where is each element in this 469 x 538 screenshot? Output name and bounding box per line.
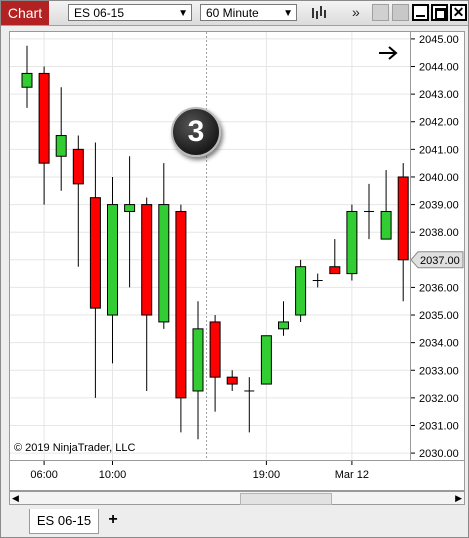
- candle-up: [55, 135, 67, 157]
- scroll-right-icon[interactable]: ▶: [455, 493, 462, 503]
- candle-up: [260, 335, 272, 385]
- candle-down: [141, 204, 153, 316]
- candle-up: [346, 210, 358, 275]
- tab-bar: ES 06-15 +: [1, 507, 468, 537]
- close-icon[interactable]: ✕: [450, 4, 467, 21]
- horizontal-scrollbar[interactable]: ◀ ▶: [9, 491, 465, 505]
- interval-value: 60 Minute: [206, 6, 259, 20]
- badge-number: 3: [187, 115, 205, 148]
- candle-up: [295, 266, 307, 316]
- candle-down: [209, 321, 221, 378]
- candle-up: [158, 204, 170, 323]
- scrollbar-thumb[interactable]: [240, 493, 332, 505]
- y-tick-label: 2040.00: [419, 172, 459, 184]
- y-tick-label: 2030.00: [419, 448, 459, 460]
- y-tick-label: 2042.00: [419, 117, 459, 129]
- time-axis-svg: 06:00 10:00 19:00 Mar 12: [30, 461, 369, 481]
- window-option-icon[interactable]: [372, 4, 389, 21]
- candle-down: [175, 210, 187, 399]
- arrow-right-icon[interactable]: [377, 45, 399, 61]
- y-tick-label: 2041.00: [419, 144, 459, 156]
- chart-title-tab[interactable]: Chart: [1, 1, 49, 25]
- last-price-label: 2037.00: [420, 255, 460, 267]
- candle-up: [380, 210, 392, 240]
- y-tick-label: 2032.00: [419, 393, 459, 405]
- y-tick-label: 2034.00: [419, 338, 459, 350]
- candle-down: [397, 176, 409, 261]
- x-tick-label: 06:00: [30, 469, 58, 481]
- price-chart-panel[interactable]: © 2019 NinjaTrader, LLC 3: [9, 31, 411, 461]
- instrument-value: ES 06-15: [74, 6, 125, 20]
- last-price-marker: [411, 251, 464, 269]
- tab-es-06-15[interactable]: ES 06-15: [29, 509, 99, 534]
- price-axis[interactable]: 2045.00 2044.00 2043.00 2042.00 2041.00 2040.…: [411, 31, 465, 461]
- y-tick-label: 2031.00: [419, 420, 459, 432]
- more-options-icon[interactable]: »: [352, 4, 360, 20]
- x-tick-label: 19:00: [253, 469, 281, 481]
- candle-up: [21, 72, 33, 88]
- interval-selector[interactable]: 60 Minute ▼: [200, 4, 297, 21]
- y-tick-label: 2036.00: [419, 282, 459, 294]
- chevron-down-icon: ▼: [283, 8, 293, 19]
- x-tick-label: 10:00: [99, 469, 127, 481]
- number-badge: 3: [171, 107, 221, 157]
- window-option-icon[interactable]: [392, 4, 409, 21]
- candle-down: [89, 197, 101, 309]
- chevron-down-icon: ▼: [178, 8, 188, 19]
- y-tick-label: 2038.00: [419, 227, 459, 239]
- price-chart-svg: [10, 32, 410, 460]
- y-tick-label: 2033.00: [419, 365, 459, 377]
- chart-toolbar: Chart ES 06-15 ▼ 60 Minute ▼ » ✕: [1, 1, 468, 26]
- candle-down: [226, 376, 238, 385]
- add-tab-button[interactable]: +: [108, 511, 118, 528]
- candle-down: [38, 72, 50, 164]
- candle-up: [107, 204, 118, 316]
- candle-down: [329, 266, 341, 275]
- candle-down: [72, 148, 84, 185]
- price-axis-svg: 2045.00 2044.00 2043.00 2042.00 2041.00 2040.…: [411, 34, 464, 460]
- y-tick-label: 2044.00: [419, 62, 459, 74]
- y-tick-label: 2043.00: [419, 89, 459, 101]
- x-tick-label: Mar 12: [335, 469, 369, 481]
- bar-type-icon[interactable]: [311, 6, 327, 20]
- candle-up: [124, 204, 136, 212]
- y-tick-label: 2045.00: [419, 34, 459, 46]
- copyright-text: © 2019 NinjaTrader, LLC: [14, 442, 136, 454]
- y-tick-label: 2035.00: [419, 310, 459, 322]
- candle-up: [192, 328, 204, 392]
- y-tick-label: 2039.00: [419, 200, 459, 212]
- scroll-left-icon[interactable]: ◀: [12, 493, 19, 503]
- candle-up: [278, 321, 289, 330]
- time-axis[interactable]: 06:00 10:00 19:00 Mar 12: [9, 461, 465, 491]
- minimize-icon[interactable]: [412, 4, 429, 21]
- maximize-icon[interactable]: [431, 4, 448, 21]
- instrument-selector[interactable]: ES 06-15 ▼: [68, 4, 192, 21]
